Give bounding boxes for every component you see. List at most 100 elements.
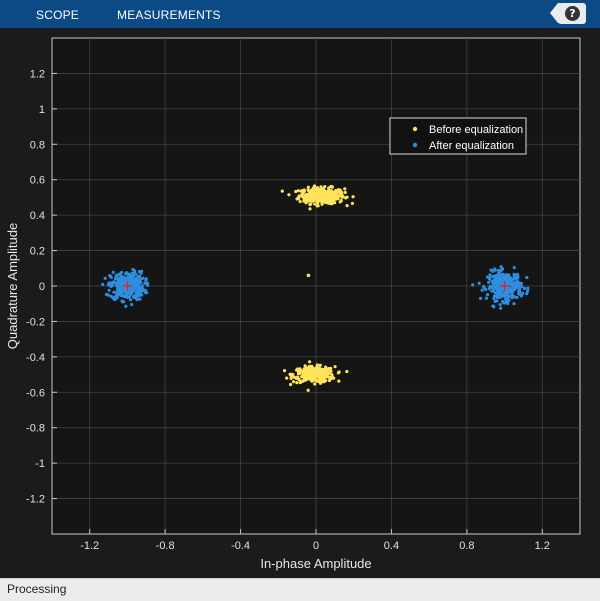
x-tick-label: -1.2 (80, 540, 99, 552)
scatter-point (526, 289, 530, 293)
scatter-point (477, 281, 481, 285)
scatter-point (130, 291, 134, 295)
scatter-point (315, 363, 319, 367)
x-tick-label: -0.4 (231, 540, 250, 552)
scatter-point (111, 270, 115, 274)
collapse-toolstrip-button[interactable] (548, 3, 560, 23)
scatter-point (493, 283, 497, 287)
scatter-point (323, 374, 328, 378)
scatter-point (144, 291, 148, 295)
scatter-point (311, 192, 315, 196)
scatter-point (499, 292, 503, 296)
scatter-point (522, 286, 527, 290)
legend-label: Before equalization (429, 124, 523, 136)
constellation-chart[interactable]: -1.2 -0.8 -0.4 0 0.4 0.8 1.2 1.2 1 0.8 0.6 0.4 0.2 0 -… (0, 28, 600, 578)
scatter-point (350, 201, 355, 206)
status-bar: Processing (0, 578, 600, 601)
help-button[interactable]: ? (558, 3, 586, 24)
scatter-point (109, 275, 113, 280)
scatter-point (493, 279, 497, 283)
scatter-point (290, 374, 295, 378)
scatter-point (337, 379, 341, 383)
scatter-point (131, 280, 135, 284)
scatter-point (327, 378, 332, 383)
y-tick-label: -0.4 (26, 352, 45, 364)
scatter-point (308, 192, 313, 196)
scatter-point (117, 286, 121, 290)
scatter-point (306, 273, 311, 278)
scatter-point (330, 185, 334, 189)
scatter-point (487, 280, 491, 284)
tab-measurements[interactable]: MEASUREMENTS (117, 8, 221, 22)
scatter-point (297, 195, 301, 199)
scatter-point (506, 301, 510, 306)
x-tick-label: 0.4 (384, 540, 399, 552)
scatter-point (484, 296, 488, 300)
scatter-point (318, 363, 322, 367)
scatter-point (319, 380, 324, 384)
y-tick-label: -0.2 (26, 316, 45, 328)
scatter-point (340, 193, 344, 197)
scatter-point (343, 187, 347, 191)
scatter-point (128, 298, 133, 302)
reference-point-marker (122, 281, 133, 291)
scatter-point (127, 272, 131, 276)
scatter-point (493, 299, 497, 303)
scatter-point (507, 298, 511, 302)
scatter-point (296, 368, 300, 372)
tab-scope[interactable]: SCOPE (36, 8, 80, 22)
scatter-point (296, 189, 300, 193)
legend-box (389, 117, 527, 155)
scatter-point (319, 185, 323, 189)
scatter-point (498, 302, 502, 307)
scatter-point (320, 202, 324, 206)
scatter-point (480, 288, 484, 292)
scatter-point (323, 184, 327, 189)
scatter-point (505, 286, 509, 290)
scatter-point (329, 369, 333, 373)
scatter-point (512, 302, 516, 306)
scatter-point (345, 369, 349, 374)
scatter-point (115, 273, 119, 277)
scatter-point (513, 286, 517, 290)
scatter-point (498, 275, 502, 279)
scatter-point (118, 290, 122, 294)
scatter-point (120, 278, 125, 282)
scatter-point (106, 293, 111, 297)
scatter-point (124, 271, 128, 276)
scatter-point (314, 191, 319, 195)
scatter-point (298, 371, 302, 375)
scatter-point (494, 276, 498, 280)
scatter-point (300, 189, 304, 193)
scatter-point (514, 282, 518, 286)
scatter-point (121, 294, 125, 298)
scatter-point (327, 371, 331, 376)
scatter-point (107, 288, 111, 292)
scatter-point (306, 185, 310, 189)
scatter-point (132, 295, 136, 300)
scatter-point (526, 286, 530, 290)
scatter-point (496, 283, 500, 288)
scatter-point (506, 278, 511, 282)
scatter-point (307, 199, 311, 203)
scatter-point (142, 289, 146, 293)
scatter-point (521, 291, 525, 295)
scatter-point (124, 295, 128, 299)
scatter-point (134, 292, 138, 296)
scatter-point (311, 371, 316, 375)
scatter-point (519, 294, 524, 298)
y-tick-label: 0.2 (30, 246, 45, 258)
scatter-point (310, 195, 315, 199)
scatter-point (282, 369, 287, 373)
scatter-point (316, 367, 321, 371)
scatter-point (315, 204, 319, 208)
scatter-point (288, 372, 292, 376)
scatter-point (340, 190, 344, 194)
scatter-point (324, 365, 328, 369)
scatter-point (122, 290, 126, 294)
scatter-point (512, 277, 516, 281)
y-tick-label: 0.4 (30, 210, 45, 222)
scatter-point (322, 189, 327, 193)
scatter-point (309, 202, 313, 206)
scatter-point (145, 281, 150, 285)
